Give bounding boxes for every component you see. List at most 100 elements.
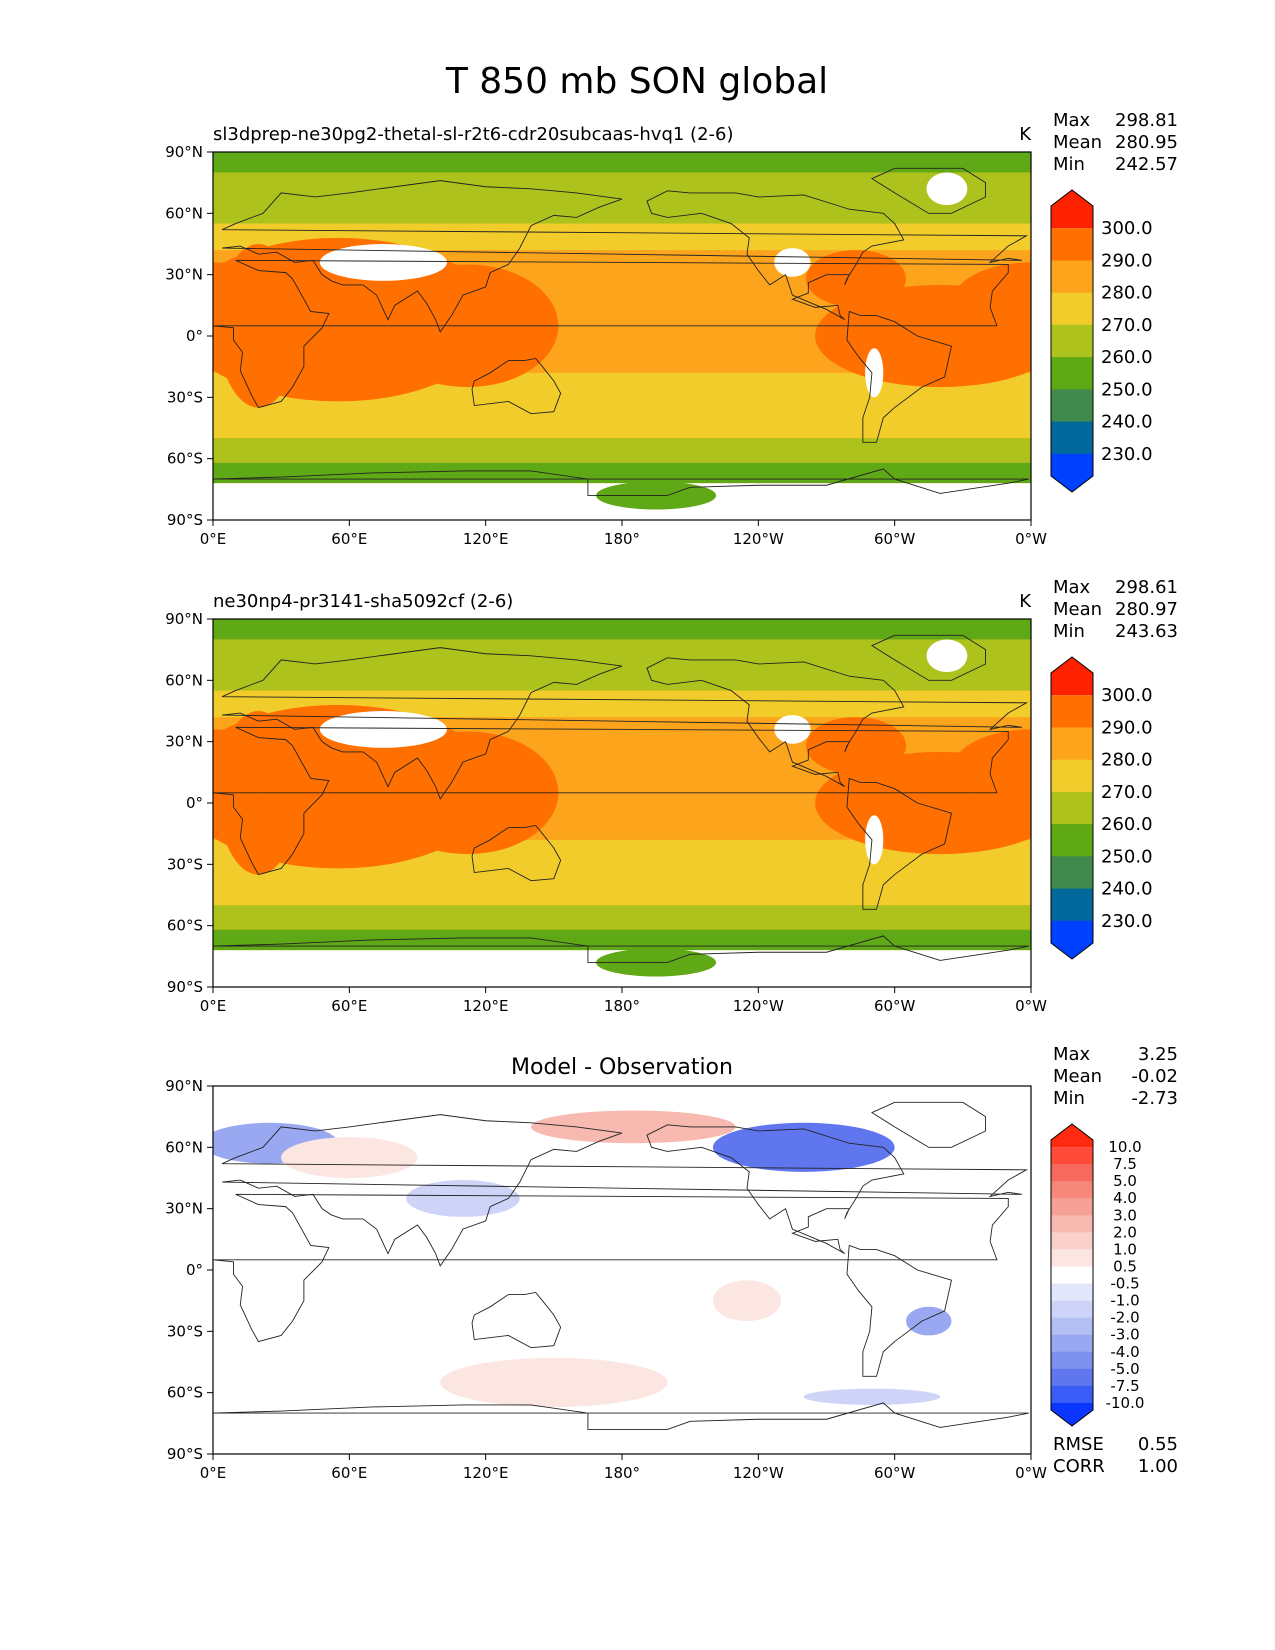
lon-tick-label: 120°W [733,1464,784,1482]
lon-tick-label: 60°E [331,530,367,548]
contour-band [213,407,1031,439]
stat-label: Min [1053,1088,1085,1109]
colorbar-segment [1051,1249,1093,1267]
colorbar-level-label: 5.0 [1113,1172,1137,1190]
colorbar-level-label: 260.0 [1101,814,1153,835]
contour-band [213,639,1031,691]
lat-tick-label: 0° [186,794,203,812]
contour-band [213,172,1031,224]
units-label: K [1019,591,1032,612]
lat-tick-label: 30°N [165,733,203,751]
units-label: K [1019,124,1032,145]
coastline [213,726,1009,876]
lat-tick-label: 0° [186,1261,203,1279]
lat-tick-label: 90°S [167,1445,203,1463]
colorbar-segment [1051,856,1093,890]
map-panel-2: 90°N 60°N 30°N 0° 30°S 60°S 90°S0°E 60°E 120°E 18… [165,577,1178,1015]
coastlines [213,634,1029,963]
coastline [213,1193,1009,1343]
stat-label: Max [1053,1044,1091,1065]
lat-tick-label: 90°N [165,1077,203,1095]
colorbar-segment [1051,1124,1093,1148]
missing-region [774,715,811,744]
colorbar-segment [1051,357,1093,390]
lon-tick-label: 0°E [200,1464,227,1482]
contour-field [213,619,1031,987]
map-panel-3: 90°N 60°N 30°N 0° 30°S 60°S 90°S0°E 60°E 120°E 18… [165,1044,1178,1482]
panel-title: ne30np4-pr3141-sha5092cf (2-6) [213,591,513,612]
colorbar-level-label: 300.0 [1101,685,1153,706]
colorbar-segment [1051,1198,1093,1216]
stat-label: Mean [1053,599,1102,620]
colorbar-level-label: 260.0 [1101,347,1153,368]
stat-label: Mean [1053,1066,1102,1087]
coastline [471,824,562,882]
colorbar-segment [1051,1181,1093,1199]
coastlines [213,167,1029,496]
stat-value-min: -2.73 [1131,1088,1178,1109]
panel-title: sl3dprep-ne30pg2-thetal-sl-r2t6-cdr20sub… [213,124,734,145]
lat-tick-label: 60°N [165,1138,203,1156]
colorbar-level-label: 3.0 [1113,1206,1137,1224]
lat-tick-label: 60°S [167,1384,203,1402]
metric-value-corr: 1.00 [1138,1456,1178,1477]
lon-tick-label: 180° [604,997,640,1015]
colorbar-level-label: -0.5 [1110,1275,1139,1293]
coastline [846,310,953,443]
contour-field [213,1086,1031,1454]
colorbar-segment [1051,791,1093,825]
colorbar-level-label: -4.0 [1110,1343,1139,1361]
colorbar-level-label: -10.0 [1106,1394,1145,1412]
lon-tick-label: 60°E [331,1464,367,1482]
colorbar-segment [1051,1334,1093,1353]
anomaly-region [406,1180,520,1217]
stat-value-mean: 280.95 [1115,132,1178,153]
colorbar-level-label: 280.0 [1101,283,1153,304]
contour-band [213,462,1031,484]
lat-tick-label: 30°S [167,855,203,873]
coastline [221,180,1029,333]
lon-tick-label: 60°W [874,997,916,1015]
stat-value-min: 242.57 [1115,154,1178,175]
colorbar-level-label: 240.0 [1101,879,1153,900]
colorbar: 300.0 290.0 280.0 270.0 260.0 250.0 240.0 230.0 [1050,189,1153,493]
colorbar-segment [1051,260,1093,294]
missing-region [774,248,811,277]
metric-label: RMSE [1053,1434,1104,1455]
coastline [213,1402,1029,1430]
colorbar-level-label: -7.5 [1110,1377,1139,1395]
colorbar-level-label: 270.0 [1101,315,1153,336]
coastline [846,1244,953,1377]
anomaly-region [281,1137,418,1178]
colorbar-segment [1051,695,1093,728]
stat-value-mean: -0.02 [1131,1066,1178,1087]
lon-tick-label: 180° [604,1464,640,1482]
colorbar-segment [1051,324,1093,358]
figure-title: T 850 mb SON global [445,61,828,102]
anomaly-region [712,1122,895,1172]
lon-tick-label: 60°W [874,530,916,548]
lat-tick-label: 30°S [167,1322,203,1340]
stat-label: Mean [1053,132,1102,153]
coastlines [213,1101,1029,1430]
lon-tick-label: 0°E [200,997,227,1015]
colorbar-segment [1051,727,1093,761]
lat-tick-label: 30°S [167,388,203,406]
colorbar-level-label: 280.0 [1101,750,1153,771]
lon-tick-label: 120°E [463,997,509,1015]
contour-band [213,619,1031,640]
anomaly-region [440,1357,668,1407]
colorbar-level-label: 1.0 [1113,1240,1137,1258]
coastline [870,1101,987,1148]
warm-region [951,262,1031,345]
lon-tick-label: 0°W [1015,1464,1047,1482]
colorbar-segment [1051,292,1093,326]
lat-tick-label: 90°S [167,978,203,996]
colorbar-segment [1051,1283,1093,1302]
coastline [646,1124,905,1255]
anomaly-region [906,1306,952,1336]
colorbar-segment [1051,1164,1093,1182]
lon-tick-label: 0°W [1015,997,1047,1015]
lon-tick-label: 0°E [200,530,227,548]
